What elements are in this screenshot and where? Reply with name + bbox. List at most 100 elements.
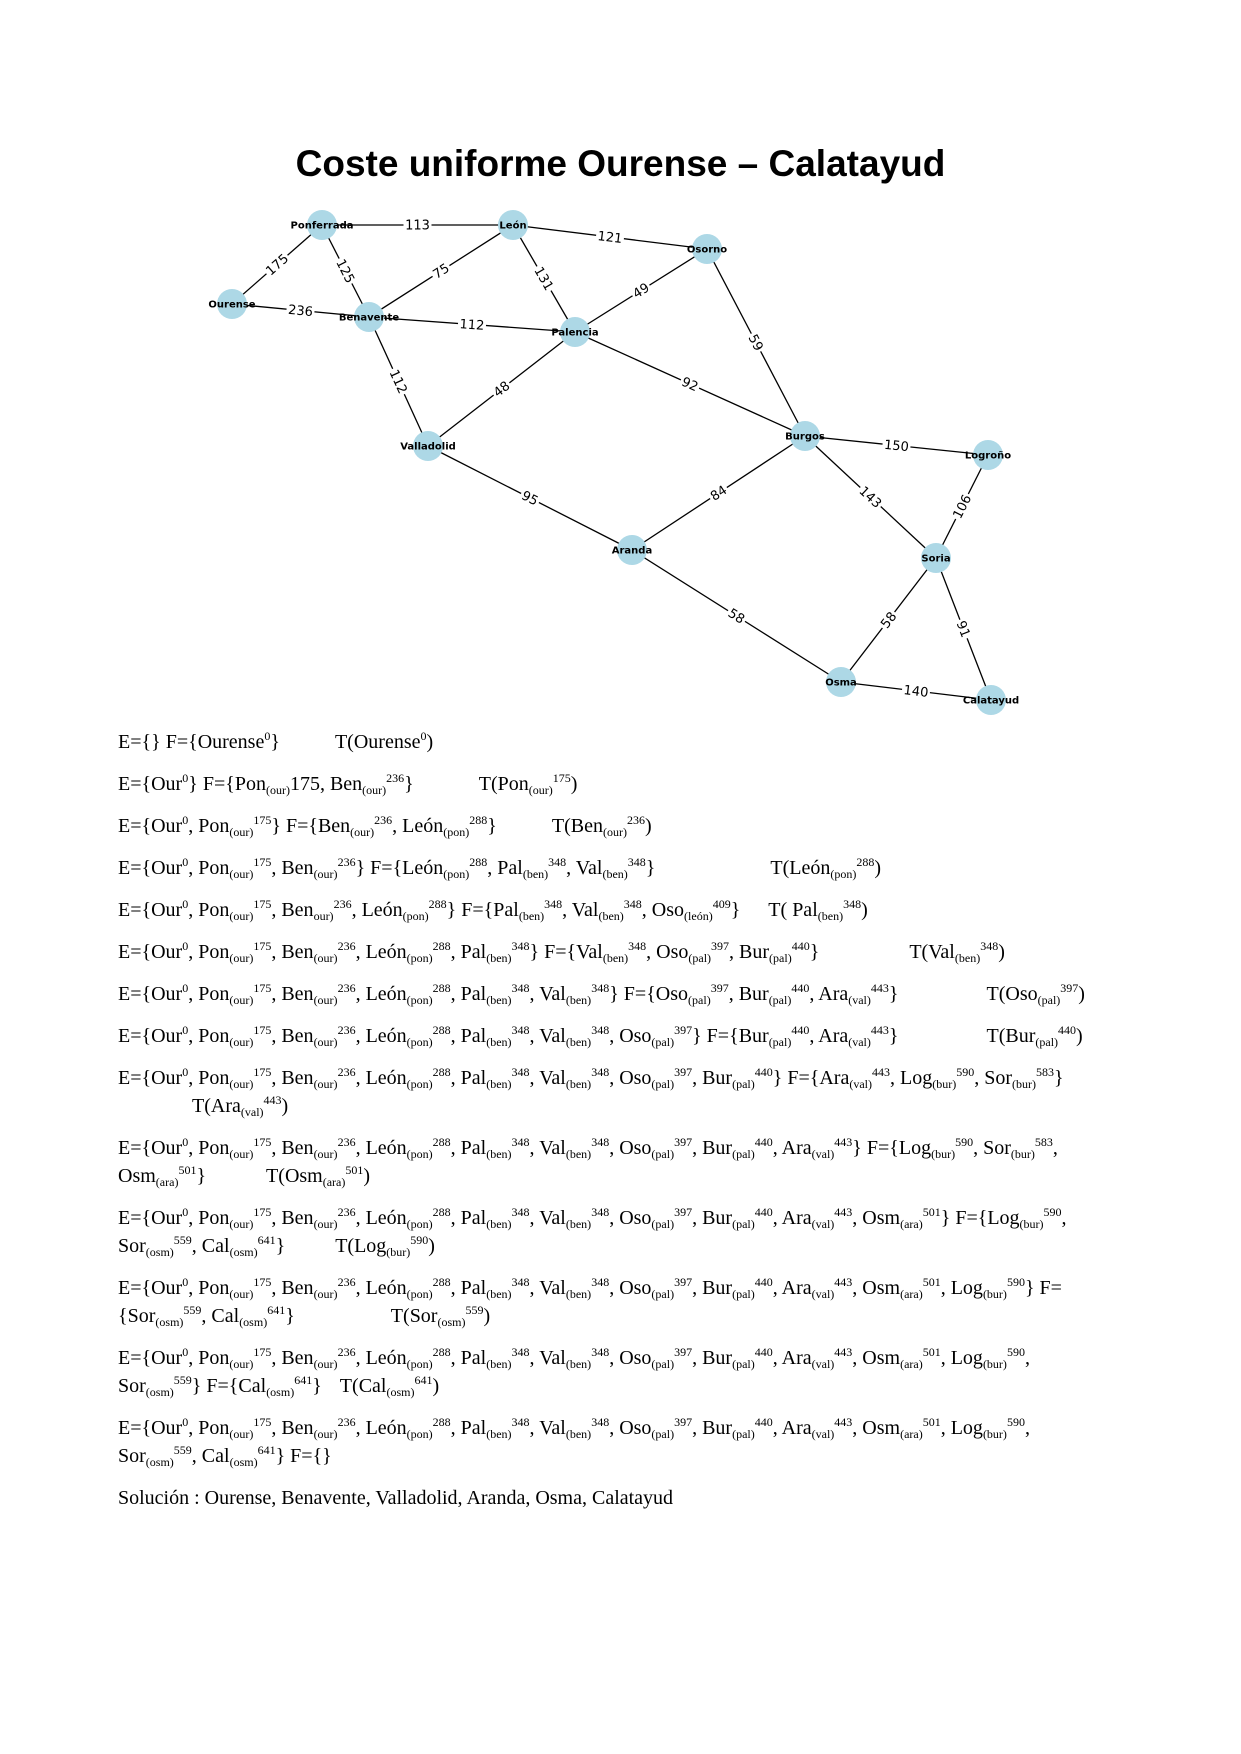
entry-parent: (bur) (1019, 1217, 1044, 1231)
trace-step: E={Our0, Pon(our)175, Ben(our)236} F={Le… (118, 854, 1108, 882)
entry-node: Pon (198, 983, 230, 1005)
entry-parent: (ben) (486, 951, 512, 965)
step-text: , (188, 1207, 199, 1229)
node-cost-entry: Val(ben)348 (539, 1416, 609, 1441)
step-text: E={ (118, 899, 152, 921)
trace-step: E={Our0, Pon(our)175, Ben(our)236, León(… (118, 938, 1108, 966)
edge-weight-label: 236 (287, 303, 313, 320)
step-text: , (355, 1417, 366, 1439)
entry-cost: 440 (791, 1023, 810, 1037)
entry-parent: (ara) (900, 1427, 923, 1441)
entry-cost: 440 (754, 1205, 773, 1219)
trace-step: E={Our0, Pon(our)175, Ben(our)236, León(… (118, 1414, 1108, 1470)
entry-cost: 440 (1058, 1023, 1077, 1037)
entry-node: Bur (739, 941, 770, 963)
entry-node: Ben (317, 815, 351, 837)
node-cost-entry: Sor(osm)559 (118, 1374, 192, 1398)
entry-parent: (ben) (486, 1147, 512, 1161)
entry-parent: (ara) (322, 1175, 346, 1189)
entry-cost: 175 (253, 1023, 272, 1037)
entry-node: Pal (497, 857, 523, 879)
entry-cost: 236 (337, 1205, 356, 1219)
entry-node: Ara (819, 1067, 850, 1089)
entry-node: Pal (493, 899, 519, 921)
edge-weight-label: 75 (431, 261, 453, 283)
node-cost-entry: Pal(ben)348 (461, 1416, 530, 1440)
entry-parent: (pal) (651, 1287, 675, 1301)
entry-node: Cal (238, 1375, 267, 1397)
entry-node: Ara (818, 983, 849, 1005)
trace-step: E={Our0, Pon(our)175, Benour)236, León(p… (118, 896, 1108, 924)
node-osorno (692, 234, 722, 264)
step-text: } (809, 941, 820, 963)
entry-cost: 0 (182, 1023, 189, 1037)
entry-cost: 175 (253, 981, 272, 995)
step-text: } F={ (118, 1277, 1062, 1327)
step-text: , (772, 1417, 782, 1439)
entry-cost: 397 (674, 1345, 693, 1359)
node-cost-entry: Ara(val)443 (782, 1136, 853, 1160)
step-text: , (355, 1277, 366, 1299)
entry-node: Our (151, 1347, 183, 1369)
entry-node: Our (151, 1025, 183, 1047)
step-text: , (450, 1025, 461, 1047)
entry-cost: 501 (178, 1163, 197, 1177)
entry-cost: 440 (791, 981, 810, 995)
node-cost-entry: Sor(osm)559 (410, 1304, 484, 1328)
entry-cost: 590 (955, 1135, 974, 1149)
step-text: T( (909, 941, 929, 963)
step-text: } (1054, 1067, 1064, 1089)
step-text: ) (998, 941, 1005, 963)
step-text: ) (1078, 983, 1085, 1005)
step-text: ) (570, 773, 578, 795)
step-text: ) (281, 1095, 289, 1117)
node-cost-entry: Osm(ara)501 (862, 1276, 940, 1300)
edge-weight-palencia-burgos: 92 (678, 372, 703, 395)
entry-parent: (our) (350, 825, 375, 839)
edge-weight-label: 59 (745, 332, 766, 354)
node-cost-entry: Ben(our)236 (281, 1066, 355, 1090)
entry-node: Sor (984, 1067, 1012, 1089)
entry-parent: (ben) (486, 1217, 512, 1231)
entry-cost: 236 (337, 855, 356, 869)
entry-node: Our (151, 899, 183, 921)
node-cost-entry: Ben(our)236 (330, 772, 404, 797)
entry-parent: (osm) (155, 1315, 184, 1329)
entry-node: Pon (198, 1137, 230, 1159)
entry-cost: 175 (253, 1135, 272, 1149)
step-text: , (852, 1417, 863, 1439)
node-cost-entry: Log(bur)590 (951, 1276, 1025, 1300)
step-text: , (355, 1025, 366, 1047)
node-cost-entry: Ara(val)443 (819, 1066, 890, 1090)
step-text: , (392, 815, 403, 837)
node-cost-entry: Osm(ara)501 (118, 1163, 197, 1188)
entry-cost: 397 (710, 981, 729, 995)
entry-parent: (our) (362, 783, 387, 797)
node-cost-entry: Oso(pal)397 (619, 1206, 692, 1230)
node-cost-entry: Bur(pal)440 (702, 1415, 773, 1440)
entry-parent: (pal) (732, 1287, 755, 1301)
entry-node: Osm (118, 1165, 156, 1187)
step-text: , (692, 1207, 703, 1229)
entry-cost: 440 (754, 1415, 773, 1429)
entry-cost: 583 (1034, 1135, 1053, 1149)
entry-node: Ben (281, 1277, 314, 1299)
entry-parent: (pal) (768, 993, 792, 1007)
step-text: , (940, 1417, 951, 1439)
edge-weight-label: 84 (708, 483, 730, 505)
entry-cost: 175 (253, 1345, 272, 1359)
entry-cost: 443 (834, 1205, 853, 1219)
entry-node: Bur (702, 1417, 733, 1439)
entry-parent: (ben) (565, 1427, 592, 1441)
step-text: T( (478, 773, 498, 795)
entry-cost: 288 (469, 855, 488, 869)
step-text: , (772, 1347, 782, 1369)
entry-parent: (pon) (443, 825, 470, 839)
entry-node: Cal (358, 1375, 387, 1397)
step-text: , (692, 1137, 703, 1159)
step-text: } (888, 1025, 899, 1047)
node-cost-entry: Sor(osm)559 (118, 1234, 192, 1258)
entry-cost: 288 (432, 1415, 451, 1429)
entry-cost: 175 (552, 771, 571, 785)
node-cost-entry: Pon(our)175 (198, 1276, 271, 1300)
